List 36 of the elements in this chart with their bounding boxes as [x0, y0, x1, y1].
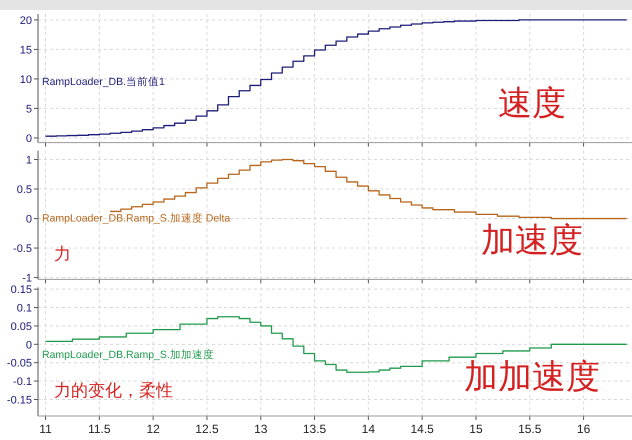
y-tick-label: 0.1	[16, 302, 32, 315]
x-tick-label: 14	[362, 422, 376, 436]
annotation: 力	[54, 244, 71, 264]
annotation: 力的变化，柔性	[54, 381, 173, 400]
annotation: 加加速度	[464, 358, 600, 396]
x-tick-label: 14.5	[410, 422, 434, 436]
y-tick-label: -0.1	[13, 376, 32, 388]
y-tick-label: 0	[26, 132, 32, 145]
y-tick-label: 10	[20, 74, 32, 86]
x-tick-label: 13.5	[302, 422, 327, 436]
y-tick-label: -0.5	[13, 243, 32, 256]
y-tick-label: 0.5	[16, 184, 32, 196]
x-tick-label: 12	[146, 422, 160, 436]
y-tick-label: -0.15	[6, 394, 32, 406]
x-tick-label: 15	[469, 422, 483, 436]
text: RampLoader_DB.当前值1	[42, 76, 166, 88]
x-tick-label: 12.5	[195, 422, 219, 436]
x-tick-label: 15.5	[518, 422, 542, 436]
y-tick-label: 20	[20, 14, 32, 27]
series-label: RampLoader_DB.Ramp_S.加速度 Delta	[42, 211, 230, 224]
annotation: 加速度	[481, 221, 583, 260]
x-tick-label: 11.5	[88, 422, 111, 436]
y-tick-label: 0.15	[10, 284, 32, 296]
y-tick-label: 1	[26, 154, 32, 167]
y-tick-label: 15	[20, 44, 32, 56]
y-tick-label: 0	[26, 214, 32, 226]
x-tick-label: 16	[576, 422, 591, 436]
y-tick-label: -0.05	[6, 358, 32, 370]
y-tick-label: -1	[22, 272, 32, 285]
y-tick-label: 0.05	[10, 320, 32, 333]
series-label: RampLoader_DB.Ramp_S.加加速度	[42, 348, 214, 362]
annotation: 速度	[498, 84, 566, 123]
x-tick-label: 13	[254, 422, 268, 436]
y-tick-label: 5	[26, 103, 32, 116]
y-tick-label: 0	[26, 339, 32, 352]
x-tick-label: 11	[39, 422, 52, 436]
